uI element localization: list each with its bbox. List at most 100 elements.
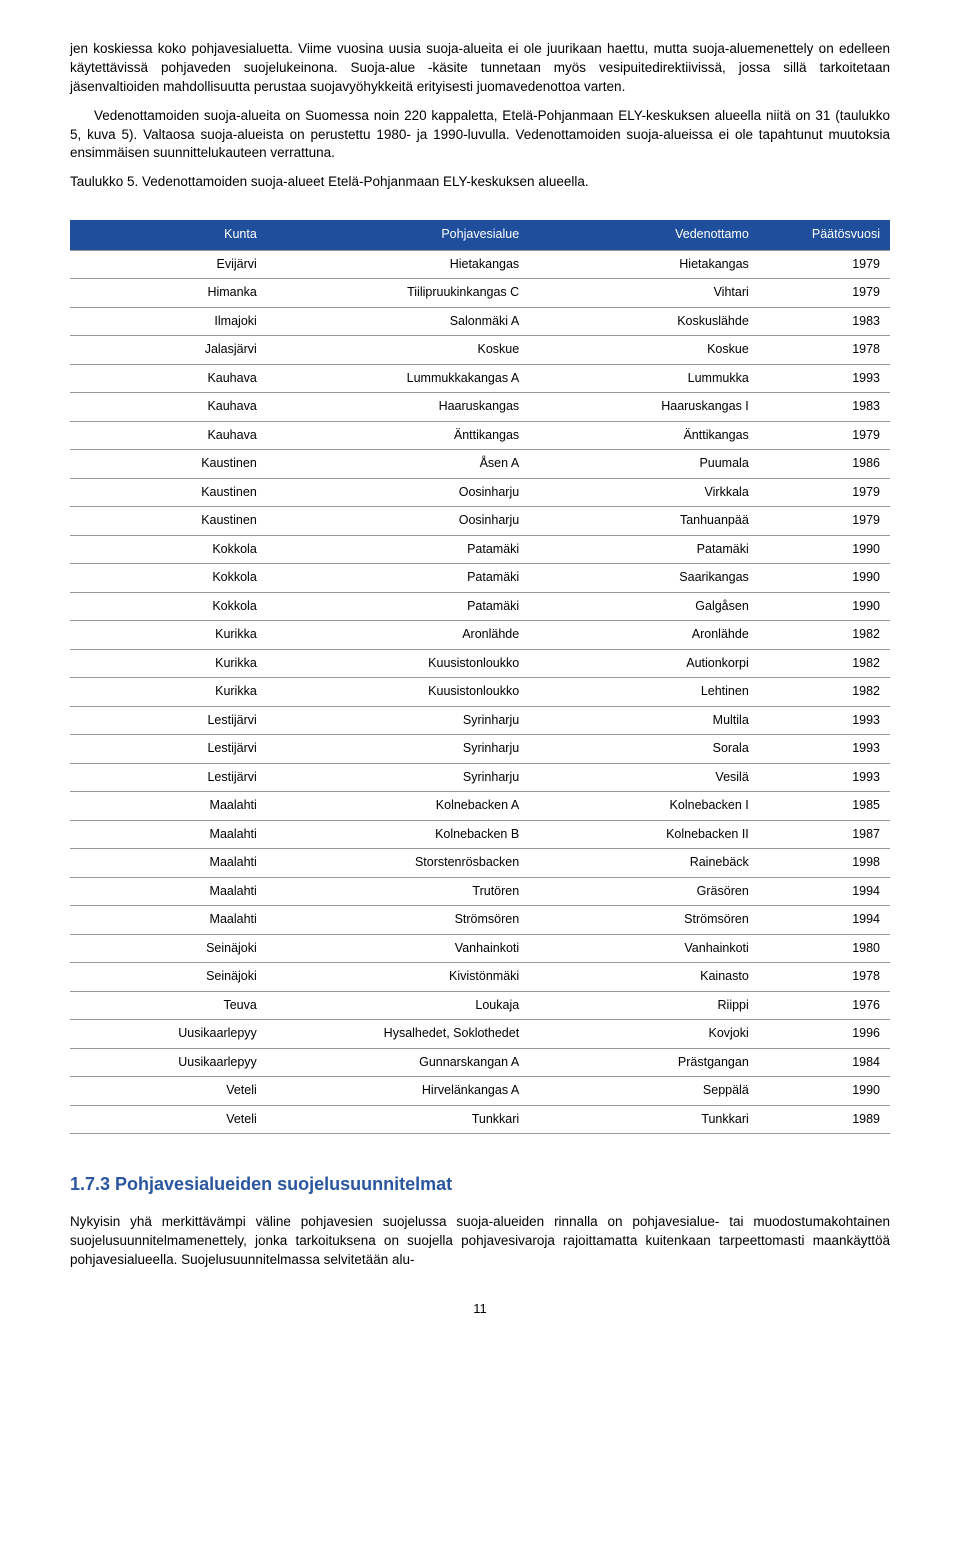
table-cell: Kokkola <box>70 564 267 593</box>
table-cell: 1980 <box>759 934 890 963</box>
table-cell: Kolnebacken A <box>267 792 529 821</box>
table-cell: Uusikaarlepyy <box>70 1020 267 1049</box>
table-cell: Lummukka <box>529 364 759 393</box>
table-row: KauhavaÄnttikangasÄnttikangas1979 <box>70 421 890 450</box>
table-cell: Oosinharju <box>267 478 529 507</box>
table-row: SeinäjokiKivistönmäkiKainasto1978 <box>70 963 890 992</box>
table-cell: 1996 <box>759 1020 890 1049</box>
table-row: LestijärviSyrinharjuVesilä1993 <box>70 763 890 792</box>
table-row: MaalahtiKolnebacken AKolnebacken I1985 <box>70 792 890 821</box>
table-cell: Kaustinen <box>70 478 267 507</box>
table-cell: Änttikangas <box>267 421 529 450</box>
table-cell: Strömsören <box>529 906 759 935</box>
table-row: KokkolaPatamäkiGalgåsen1990 <box>70 592 890 621</box>
table-cell: Kauhava <box>70 393 267 422</box>
table-row: KauhavaLummukkakangas ALummukka1993 <box>70 364 890 393</box>
table-row: KurikkaKuusistonloukkoAutionkorpi1982 <box>70 649 890 678</box>
table-row: LestijärviSyrinharjuMultila1993 <box>70 706 890 735</box>
table-cell: 1987 <box>759 820 890 849</box>
table-cell: Loukaja <box>267 991 529 1020</box>
table-row: IlmajokiSalonmäki AKoskuslähde1983 <box>70 307 890 336</box>
table-cell: Multila <box>529 706 759 735</box>
th-pohjavesialue: Pohjavesialue <box>267 220 529 250</box>
table-cell: Autionkorpi <box>529 649 759 678</box>
table-cell: Riippi <box>529 991 759 1020</box>
table-caption: Taulukko 5. Vedenottamoiden suoja-alueet… <box>70 173 890 192</box>
table-cell: 1983 <box>759 307 890 336</box>
table-cell: 1982 <box>759 678 890 707</box>
table-row: KaustinenOosinharjuVirkkala1979 <box>70 478 890 507</box>
table-cell: Vanhainkoti <box>267 934 529 963</box>
table-cell: Puumala <box>529 450 759 479</box>
table-cell: Seinäjoki <box>70 934 267 963</box>
table-cell: Kolnebacken II <box>529 820 759 849</box>
table-row: JalasjärviKoskueKoskue1978 <box>70 336 890 365</box>
table-cell: Vanhainkoti <box>529 934 759 963</box>
table-cell: 1979 <box>759 279 890 308</box>
th-paatosvuosi: Päätösvuosi <box>759 220 890 250</box>
table-cell: Maalahti <box>70 792 267 821</box>
table-row: KurikkaKuusistonloukkoLehtinen1982 <box>70 678 890 707</box>
table-cell: Lestijärvi <box>70 763 267 792</box>
table-cell: Saarikangas <box>529 564 759 593</box>
table-cell: Kauhava <box>70 364 267 393</box>
intro-paragraph-1: jen koskiessa koko pohjavesialuetta. Vii… <box>70 40 890 97</box>
th-kunta: Kunta <box>70 220 267 250</box>
table-cell: Kuusistonloukko <box>267 649 529 678</box>
table-cell: Prästgangan <box>529 1048 759 1077</box>
table-cell: Koskue <box>529 336 759 365</box>
table-cell: Kurikka <box>70 649 267 678</box>
table-cell: 1990 <box>759 535 890 564</box>
table-cell: 1978 <box>759 336 890 365</box>
table-cell: 1989 <box>759 1105 890 1134</box>
table-cell: Evijärvi <box>70 250 267 279</box>
table-cell: 1985 <box>759 792 890 821</box>
table-cell: 1990 <box>759 564 890 593</box>
table-cell: Aronlähde <box>529 621 759 650</box>
protection-areas-table: Kunta Pohjavesialue Vedenottamo Päätösvu… <box>70 220 890 1134</box>
table-cell: Sorala <box>529 735 759 764</box>
table-cell: Veteli <box>70 1105 267 1134</box>
table-row: MaalahtiStorstenrösbackenRainebäck1998 <box>70 849 890 878</box>
table-cell: Strömsören <box>267 906 529 935</box>
table-cell: Maalahti <box>70 906 267 935</box>
closing-paragraph: Nykyisin yhä merkittävämpi väline pohjav… <box>70 1213 890 1270</box>
table-row: HimankaTiilipruukinkangas CVihtari1979 <box>70 279 890 308</box>
table-cell: Uusikaarlepyy <box>70 1048 267 1077</box>
table-row: EvijärviHietakangasHietakangas1979 <box>70 250 890 279</box>
intro-paragraph-2: Vedenottamoiden suoja-alueita on Suomess… <box>70 107 890 164</box>
table-cell: Kaustinen <box>70 507 267 536</box>
table-cell: Kaustinen <box>70 450 267 479</box>
table-cell: Virkkala <box>529 478 759 507</box>
table-cell: 1993 <box>759 763 890 792</box>
table-cell: 1979 <box>759 250 890 279</box>
table-cell: 1982 <box>759 649 890 678</box>
table-cell: 1993 <box>759 706 890 735</box>
table-cell: Kolnebacken B <box>267 820 529 849</box>
table-row: SeinäjokiVanhainkotiVanhainkoti1980 <box>70 934 890 963</box>
table-cell: Änttikangas <box>529 421 759 450</box>
table-cell: Jalasjärvi <box>70 336 267 365</box>
table-cell: Koskue <box>267 336 529 365</box>
table-header-row: Kunta Pohjavesialue Vedenottamo Päätösvu… <box>70 220 890 250</box>
th-vedenottamo: Vedenottamo <box>529 220 759 250</box>
table-row: KokkolaPatamäkiPatamäki1990 <box>70 535 890 564</box>
table-cell: 1998 <box>759 849 890 878</box>
table-cell: Maalahti <box>70 877 267 906</box>
table-cell: Hysalhedet, Soklothedet <box>267 1020 529 1049</box>
table-cell: Tanhuanpää <box>529 507 759 536</box>
table-cell: Tunkkari <box>267 1105 529 1134</box>
table-cell: Åsen A <box>267 450 529 479</box>
table-cell: Syrinharju <box>267 706 529 735</box>
table-row: TeuvaLoukajaRiippi1976 <box>70 991 890 1020</box>
table-cell: Patamäki <box>267 592 529 621</box>
table-cell: Haaruskangas I <box>529 393 759 422</box>
table-cell: Syrinharju <box>267 763 529 792</box>
table-cell: Seppälä <box>529 1077 759 1106</box>
table-cell: Teuva <box>70 991 267 1020</box>
table-cell: Veteli <box>70 1077 267 1106</box>
table-cell: Kivistönmäki <box>267 963 529 992</box>
table-cell: Patamäki <box>529 535 759 564</box>
table-row: VeteliHirvelänkangas ASeppälä1990 <box>70 1077 890 1106</box>
table-cell: 1983 <box>759 393 890 422</box>
